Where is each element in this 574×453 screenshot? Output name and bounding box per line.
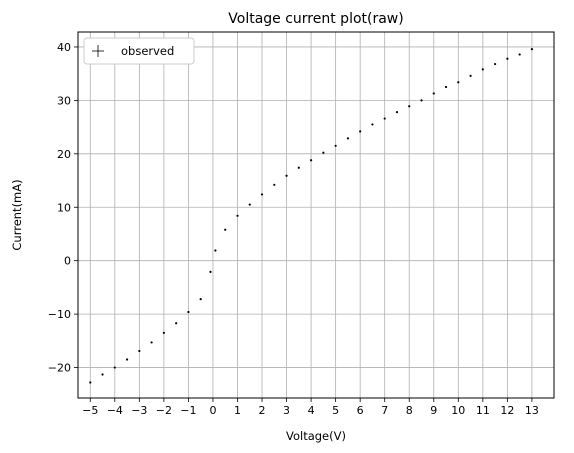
data-point (285, 174, 288, 177)
x-tick-label: 5 (332, 404, 339, 417)
x-tick-label: −5 (82, 404, 98, 417)
y-tick-label: −20 (48, 362, 71, 375)
data-point (248, 203, 251, 206)
y-tick-label: −10 (48, 308, 71, 321)
data-point (101, 373, 104, 376)
data-points (89, 47, 534, 384)
data-point (359, 130, 362, 133)
grid-lines (78, 32, 554, 398)
data-point (395, 111, 399, 114)
legend-marker-observed (92, 45, 104, 57)
x-tick-label: 4 (308, 404, 315, 417)
data-point (125, 358, 129, 361)
x-tick-label: 7 (381, 404, 388, 417)
legend-box (83, 37, 195, 65)
data-point (187, 310, 190, 314)
chart-title: Voltage current plot(raw) (228, 11, 403, 27)
axis-ticks: −5 −4 −3 −2 −1 0 1 2 3 4 5 6 7 8 9 10 11 12 13−20−10010203… (48, 41, 539, 417)
x-tick-label: 9 (430, 404, 437, 417)
data-point (297, 166, 300, 169)
y-tick-label: 10 (57, 201, 71, 214)
data-point (260, 193, 264, 196)
y-tick-label: 0 (64, 255, 71, 268)
x-tick-label: 13 (525, 404, 539, 417)
data-point (494, 62, 497, 66)
data-point (175, 322, 178, 325)
data-point (506, 57, 509, 60)
y-tick-label: 20 (57, 148, 71, 161)
legend-entry-observed: observed (121, 44, 174, 58)
data-point (408, 105, 411, 108)
x-tick-label: 10 (451, 404, 465, 417)
data-point (236, 214, 239, 217)
y-tick-label: 30 (57, 94, 71, 107)
x-tick-label: 1 (234, 404, 241, 417)
data-point (162, 331, 165, 334)
plot-frame (77, 31, 555, 399)
x-axis-label: Voltage(V) (286, 429, 346, 443)
x-tick-label: −2 (156, 404, 172, 417)
x-tick-label: 8 (406, 404, 413, 417)
data-point (518, 53, 521, 56)
x-tick-label: −4 (107, 404, 123, 417)
x-tick-label: 0 (209, 404, 216, 417)
x-tick-label: −1 (180, 404, 196, 417)
data-point (113, 366, 116, 369)
data-point (138, 349, 141, 353)
data-point (273, 183, 276, 186)
y-axis-label: Current(mA) (10, 179, 24, 250)
x-tick-label: 11 (476, 404, 490, 417)
data-point (150, 341, 153, 344)
data-point (346, 137, 349, 140)
data-point (209, 270, 212, 274)
x-tick-label: 3 (283, 404, 290, 417)
data-point (432, 92, 435, 95)
x-tick-label: 2 (259, 404, 266, 417)
data-point (224, 228, 227, 231)
data-point (309, 159, 313, 162)
data-point (322, 151, 325, 154)
data-point (371, 123, 374, 126)
legend: observed (83, 37, 195, 65)
data-point (89, 381, 92, 384)
data-point (457, 81, 460, 84)
data-point (530, 47, 534, 51)
data-point (469, 74, 472, 77)
data-point (383, 117, 386, 120)
data-point (420, 99, 423, 102)
data-point (481, 68, 484, 71)
x-tick-label: −3 (131, 404, 147, 417)
data-point (199, 298, 202, 301)
y-tick-label: 40 (57, 41, 71, 54)
x-tick-label: 12 (500, 404, 514, 417)
x-tick-label: 6 (357, 404, 364, 417)
data-point (214, 249, 217, 252)
data-point (334, 144, 337, 147)
data-point (444, 85, 448, 89)
